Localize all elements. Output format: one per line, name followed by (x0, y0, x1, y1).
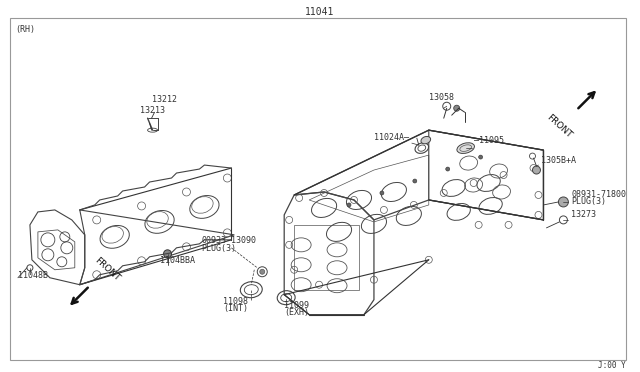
Circle shape (445, 167, 450, 171)
Text: 11099: 11099 (284, 301, 309, 310)
Text: PLUG(3): PLUG(3) (202, 244, 236, 253)
Circle shape (260, 269, 265, 274)
Text: J:00 Y: J:00 Y (598, 361, 626, 370)
Text: (INT): (INT) (223, 304, 248, 312)
Circle shape (532, 166, 540, 174)
Text: 1104BBA: 1104BBA (159, 256, 195, 265)
Text: (EXH): (EXH) (284, 308, 309, 317)
Text: (RH): (RH) (15, 25, 35, 35)
Text: 11041: 11041 (305, 7, 334, 17)
Ellipse shape (421, 137, 431, 144)
Ellipse shape (457, 143, 474, 154)
Circle shape (454, 105, 460, 111)
Text: 11048B: 11048B (18, 271, 48, 280)
Text: 13273: 13273 (572, 210, 596, 219)
Circle shape (559, 197, 568, 207)
Text: 11024A–: 11024A– (374, 133, 409, 142)
Text: 13212: 13212 (152, 95, 177, 104)
Text: FRONT: FRONT (545, 113, 573, 140)
Circle shape (347, 203, 351, 207)
Circle shape (380, 191, 384, 195)
Text: 11098: 11098 (223, 296, 248, 306)
Text: 13058: 13058 (429, 93, 454, 102)
Circle shape (164, 250, 172, 258)
Text: 13213: 13213 (140, 106, 164, 115)
Circle shape (479, 155, 483, 159)
Text: 00933-13090: 00933-13090 (202, 236, 257, 245)
Text: 1305B+A: 1305B+A (541, 156, 577, 165)
Circle shape (413, 179, 417, 183)
Text: 08931-71800: 08931-71800 (572, 190, 627, 199)
Text: –11095: –11095 (474, 136, 504, 145)
Text: PLUG(3): PLUG(3) (572, 197, 606, 206)
Text: FRONT: FRONT (93, 256, 122, 283)
